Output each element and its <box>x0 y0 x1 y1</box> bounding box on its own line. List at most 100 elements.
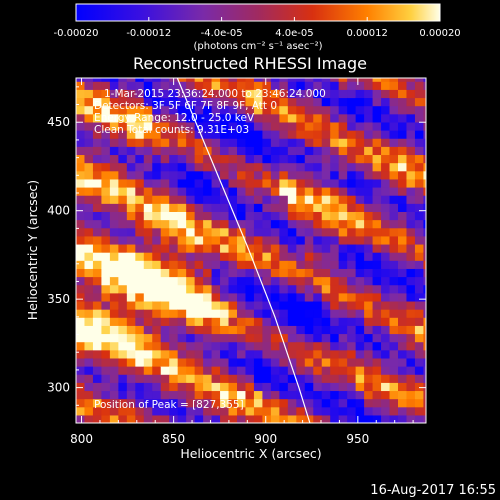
heatmap-cell <box>135 146 145 156</box>
heatmap-cell <box>355 211 365 221</box>
heatmap-cell <box>186 374 196 383</box>
heatmap-cell <box>126 252 136 261</box>
heatmap-cell <box>364 146 374 156</box>
heatmap-cell <box>270 203 280 212</box>
heatmap-cell <box>203 333 213 343</box>
heatmap-cell <box>177 374 187 383</box>
heatmap-cell <box>135 81 145 90</box>
heatmap-cell <box>414 113 425 123</box>
heatmap-cell <box>186 195 196 204</box>
heatmap-cell <box>101 268 111 278</box>
heatmap-cell <box>287 341 297 351</box>
heatmap-cell <box>414 219 425 229</box>
heatmap-cell <box>76 390 86 400</box>
heatmap-cell <box>186 203 196 212</box>
heatmap-cell <box>279 130 289 139</box>
heatmap-cell <box>160 357 170 367</box>
heatmap-cell <box>372 300 382 310</box>
heatmap-cell <box>372 276 382 286</box>
heatmap-cell <box>177 186 187 196</box>
heatmap-cell <box>160 292 170 302</box>
heatmap-cell <box>304 292 314 302</box>
heatmap-cell <box>194 341 204 351</box>
heatmap-cell <box>372 243 382 253</box>
heatmap-cell <box>389 252 399 261</box>
heatmap-cell <box>84 235 94 245</box>
heatmap-cell <box>169 113 179 123</box>
heatmap-cell <box>355 341 365 351</box>
heatmap-cell <box>160 317 170 326</box>
heatmap-cell <box>304 284 314 294</box>
heatmap-cell <box>414 292 425 302</box>
heatmap-cell <box>330 366 340 375</box>
heatmap-cell <box>313 333 323 343</box>
heatmap-cell <box>423 146 426 156</box>
heatmap-cell <box>389 276 399 286</box>
heatmap-cell <box>381 113 391 123</box>
heatmap-cell <box>296 211 306 221</box>
heatmap-cell <box>92 382 103 392</box>
heatmap-cell <box>152 89 162 99</box>
heatmap-cell <box>321 309 331 318</box>
heatmap-cell <box>279 162 289 172</box>
heatmap-cell <box>245 235 255 245</box>
heatmap-cell <box>313 146 323 156</box>
heatmap-cell <box>423 195 426 204</box>
heatmap-cell <box>177 300 187 310</box>
heatmap-cell <box>203 162 213 172</box>
heatmap-cell <box>220 235 230 245</box>
heatmap-cell <box>364 162 374 172</box>
heatmap-cell <box>296 195 306 204</box>
heatmap-cell <box>270 170 280 180</box>
heatmap-cell <box>101 382 111 392</box>
heatmap-cell <box>423 203 426 212</box>
heatmap-cell <box>92 138 103 147</box>
heatmap-cell <box>287 366 297 375</box>
heatmap-cell <box>304 243 314 253</box>
heatmap-cell <box>186 382 196 392</box>
heatmap-cell <box>321 374 331 383</box>
heatmap-cell <box>228 121 238 131</box>
heatmap-cell <box>406 333 416 343</box>
heatmap-cell <box>279 284 289 294</box>
heatmap-cell <box>160 406 170 416</box>
heatmap-cell <box>389 154 399 164</box>
heatmap-cell <box>414 406 425 416</box>
heatmap-cell <box>330 219 340 229</box>
heatmap-cell <box>364 414 374 423</box>
heatmap-cell <box>313 121 323 131</box>
heatmap-cell <box>296 333 306 343</box>
heatmap-cell <box>203 113 213 123</box>
heatmap-cell <box>279 203 289 212</box>
heatmap-cell <box>169 309 179 318</box>
heatmap-cell <box>135 170 145 180</box>
heatmap-cell <box>76 97 86 107</box>
heatmap-cell <box>109 382 119 392</box>
heatmap-cell <box>304 146 314 156</box>
heatmap-cell <box>347 325 357 335</box>
heatmap-cell <box>262 276 272 286</box>
heatmap-cell <box>152 317 162 326</box>
heatmap-cell <box>270 78 280 82</box>
heatmap-cell <box>406 243 416 253</box>
heatmap-cell <box>76 243 86 253</box>
heatmap-cell <box>160 170 170 180</box>
heatmap-cell <box>152 390 162 400</box>
heatmap-cell <box>101 81 111 90</box>
heatmap-cell <box>287 130 297 139</box>
heatmap-cell <box>304 398 314 408</box>
heatmap-cell <box>372 366 382 375</box>
heatmap-cell <box>160 105 170 115</box>
heatmap-cell <box>92 227 103 237</box>
heatmap-cell <box>355 170 365 180</box>
heatmap-cell <box>203 398 213 408</box>
heatmap-cell <box>169 154 179 164</box>
heatmap-cell <box>245 162 255 172</box>
heatmap-cell <box>220 170 230 180</box>
heatmap-cell <box>389 235 399 245</box>
heatmap-cell <box>279 227 289 237</box>
heatmap-cell <box>143 414 153 423</box>
heatmap-cell <box>237 178 247 188</box>
heatmap-cell <box>109 374 119 383</box>
